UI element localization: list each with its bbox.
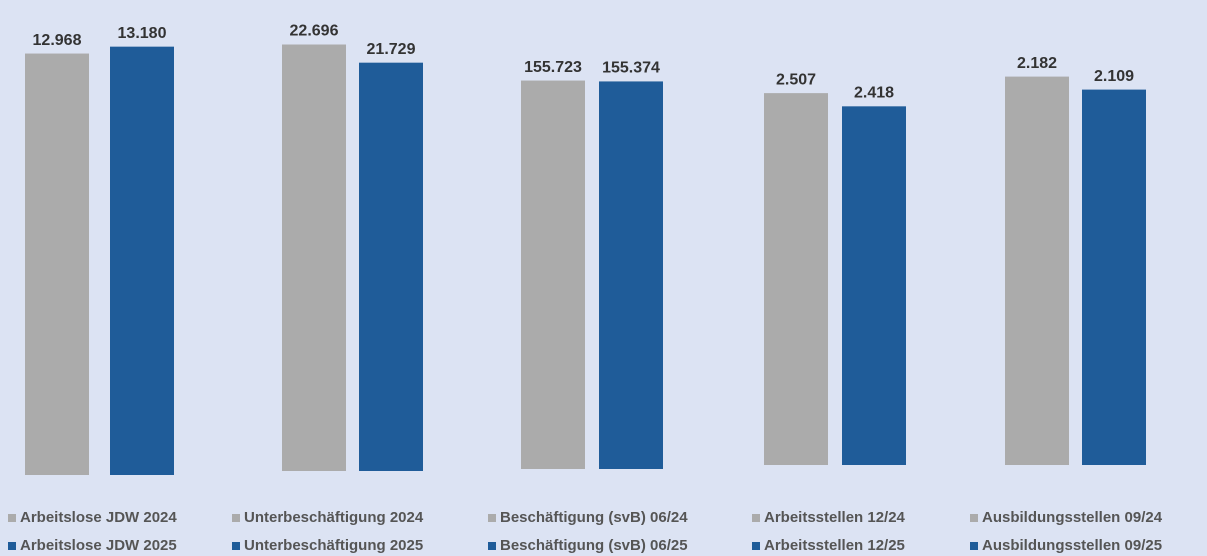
value-label: 21.729	[367, 41, 416, 58]
value-label: 2.507	[776, 71, 816, 88]
legend-label: Ausbildungsstellen 09/25	[982, 537, 1162, 554]
bar	[764, 93, 828, 466]
legend-label: Unterbeschäftigung 2024	[244, 509, 424, 526]
bar	[1082, 89, 1146, 466]
bar	[25, 53, 89, 475]
legend-swatch	[232, 542, 240, 550]
bar	[599, 81, 663, 469]
legend-label: Beschäftigung (svB) 06/24	[500, 509, 688, 526]
legend-swatch	[752, 542, 760, 550]
bar	[521, 80, 585, 470]
bar	[110, 46, 174, 476]
value-label: 22.696	[290, 23, 339, 40]
legend-swatch	[752, 514, 760, 522]
legend-label: Arbeitslose JDW 2025	[20, 537, 177, 554]
legend-label: Arbeitsstellen 12/24	[764, 509, 906, 526]
value-label: 2.182	[1017, 55, 1057, 72]
value-label: 2.418	[854, 85, 894, 102]
legend-label: Ausbildungsstellen 09/24	[982, 509, 1163, 526]
value-label: 2.109	[1094, 68, 1134, 85]
legend-label: Beschäftigung (svB) 06/25	[500, 537, 688, 554]
value-label: 155.374	[602, 60, 660, 77]
value-label: 13.180	[118, 25, 167, 42]
legend-swatch	[970, 542, 978, 550]
bar	[1005, 76, 1069, 465]
value-label: 12.968	[33, 32, 82, 49]
legend-label: Unterbeschäftigung 2025	[244, 537, 423, 554]
legend-swatch	[232, 514, 240, 522]
legend-label: Arbeitsstellen 12/25	[764, 537, 905, 554]
bar	[842, 106, 906, 465]
legend-swatch	[488, 514, 496, 522]
bar	[359, 62, 423, 472]
legend-swatch	[970, 514, 978, 522]
bar	[282, 44, 346, 471]
legend-swatch	[8, 514, 16, 522]
legend-swatch	[8, 542, 16, 550]
value-label: 155.723	[524, 59, 582, 76]
legend-label: Arbeitslose JDW 2024	[20, 509, 177, 526]
legend-swatch	[488, 542, 496, 550]
